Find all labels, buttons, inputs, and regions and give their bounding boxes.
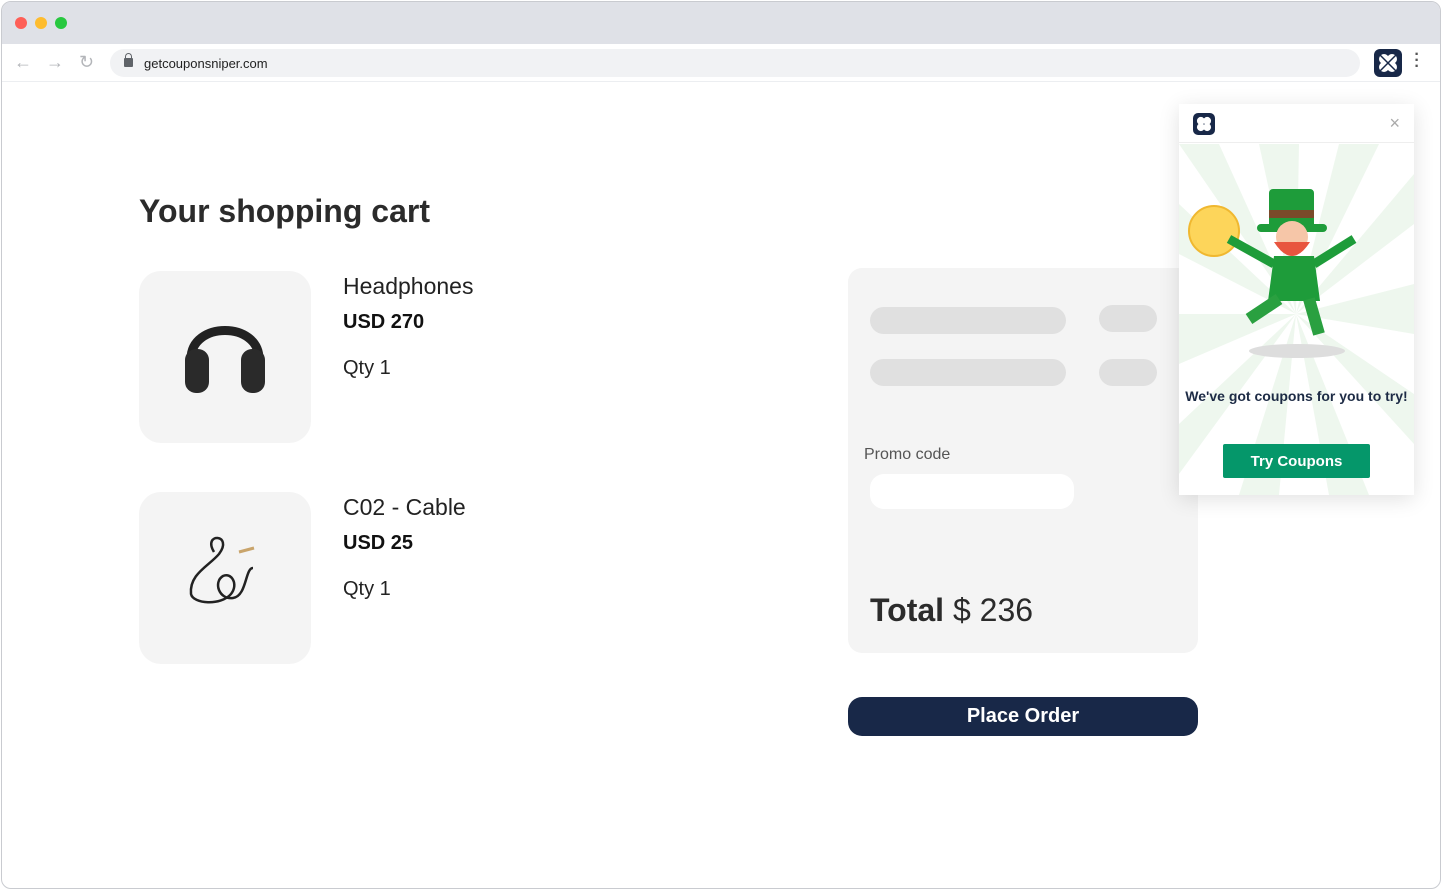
order-total: Total $ 236 (870, 592, 1033, 629)
total-value: $ 236 (952, 592, 1034, 628)
leprechaun-illustration: We've got coupons for you to try! Try Co… (1179, 144, 1414, 495)
placeholder-line (870, 359, 1066, 386)
minimize-window-button[interactable] (35, 17, 47, 29)
page-title-visible: Your shopping cart (139, 193, 430, 229)
back-icon[interactable]: ← (14, 52, 32, 72)
promo-code-label: Promo code (864, 446, 951, 463)
place-order-button[interactable]: Place Order (848, 697, 1198, 736)
cable-image (139, 492, 311, 664)
item-price: USD 270 (343, 311, 425, 333)
browser-menu-icon[interactable]: · · · (1414, 46, 1420, 75)
coupon-logo-icon (1193, 113, 1215, 135)
total-label: Total (870, 592, 945, 628)
lock-icon (124, 53, 133, 67)
item-qty: Qty 1 (343, 578, 391, 600)
item-name: C02 - Cable (343, 494, 466, 520)
placeholder-value (1099, 305, 1157, 332)
promo-code-input[interactable] (870, 474, 1074, 509)
url-text: getcouponsniper.com (144, 56, 268, 71)
item-name: Headphones (343, 273, 474, 299)
coupon-extension-icon[interactable] (1374, 49, 1402, 77)
title-bar (2, 2, 1440, 44)
close-window-button[interactable] (15, 17, 27, 29)
address-bar[interactable]: getcouponsniper.com (110, 49, 1360, 77)
item-qty: Qty 1 (343, 357, 391, 379)
close-popup-icon[interactable]: × (1389, 113, 1400, 133)
try-coupons-button[interactable]: Try Coupons (1223, 444, 1370, 478)
placeholder-line (870, 307, 1066, 334)
order-summary: Promo code Total $ 236 (848, 268, 1198, 653)
placeholder-value (1099, 359, 1157, 386)
coupon-popup: × We've got coupons for you to try! Try … (1179, 104, 1414, 495)
popup-message: We've got coupons for you to try! (1185, 388, 1408, 404)
browser-toolbar: ← → ↻ getcouponsniper.com · · · (2, 44, 1440, 82)
reload-icon[interactable]: ↻ (79, 52, 95, 72)
item-price: USD 25 (343, 532, 414, 554)
forward-icon[interactable]: → (46, 52, 64, 72)
headphones-image (139, 271, 311, 443)
maximize-window-button[interactable] (55, 17, 67, 29)
